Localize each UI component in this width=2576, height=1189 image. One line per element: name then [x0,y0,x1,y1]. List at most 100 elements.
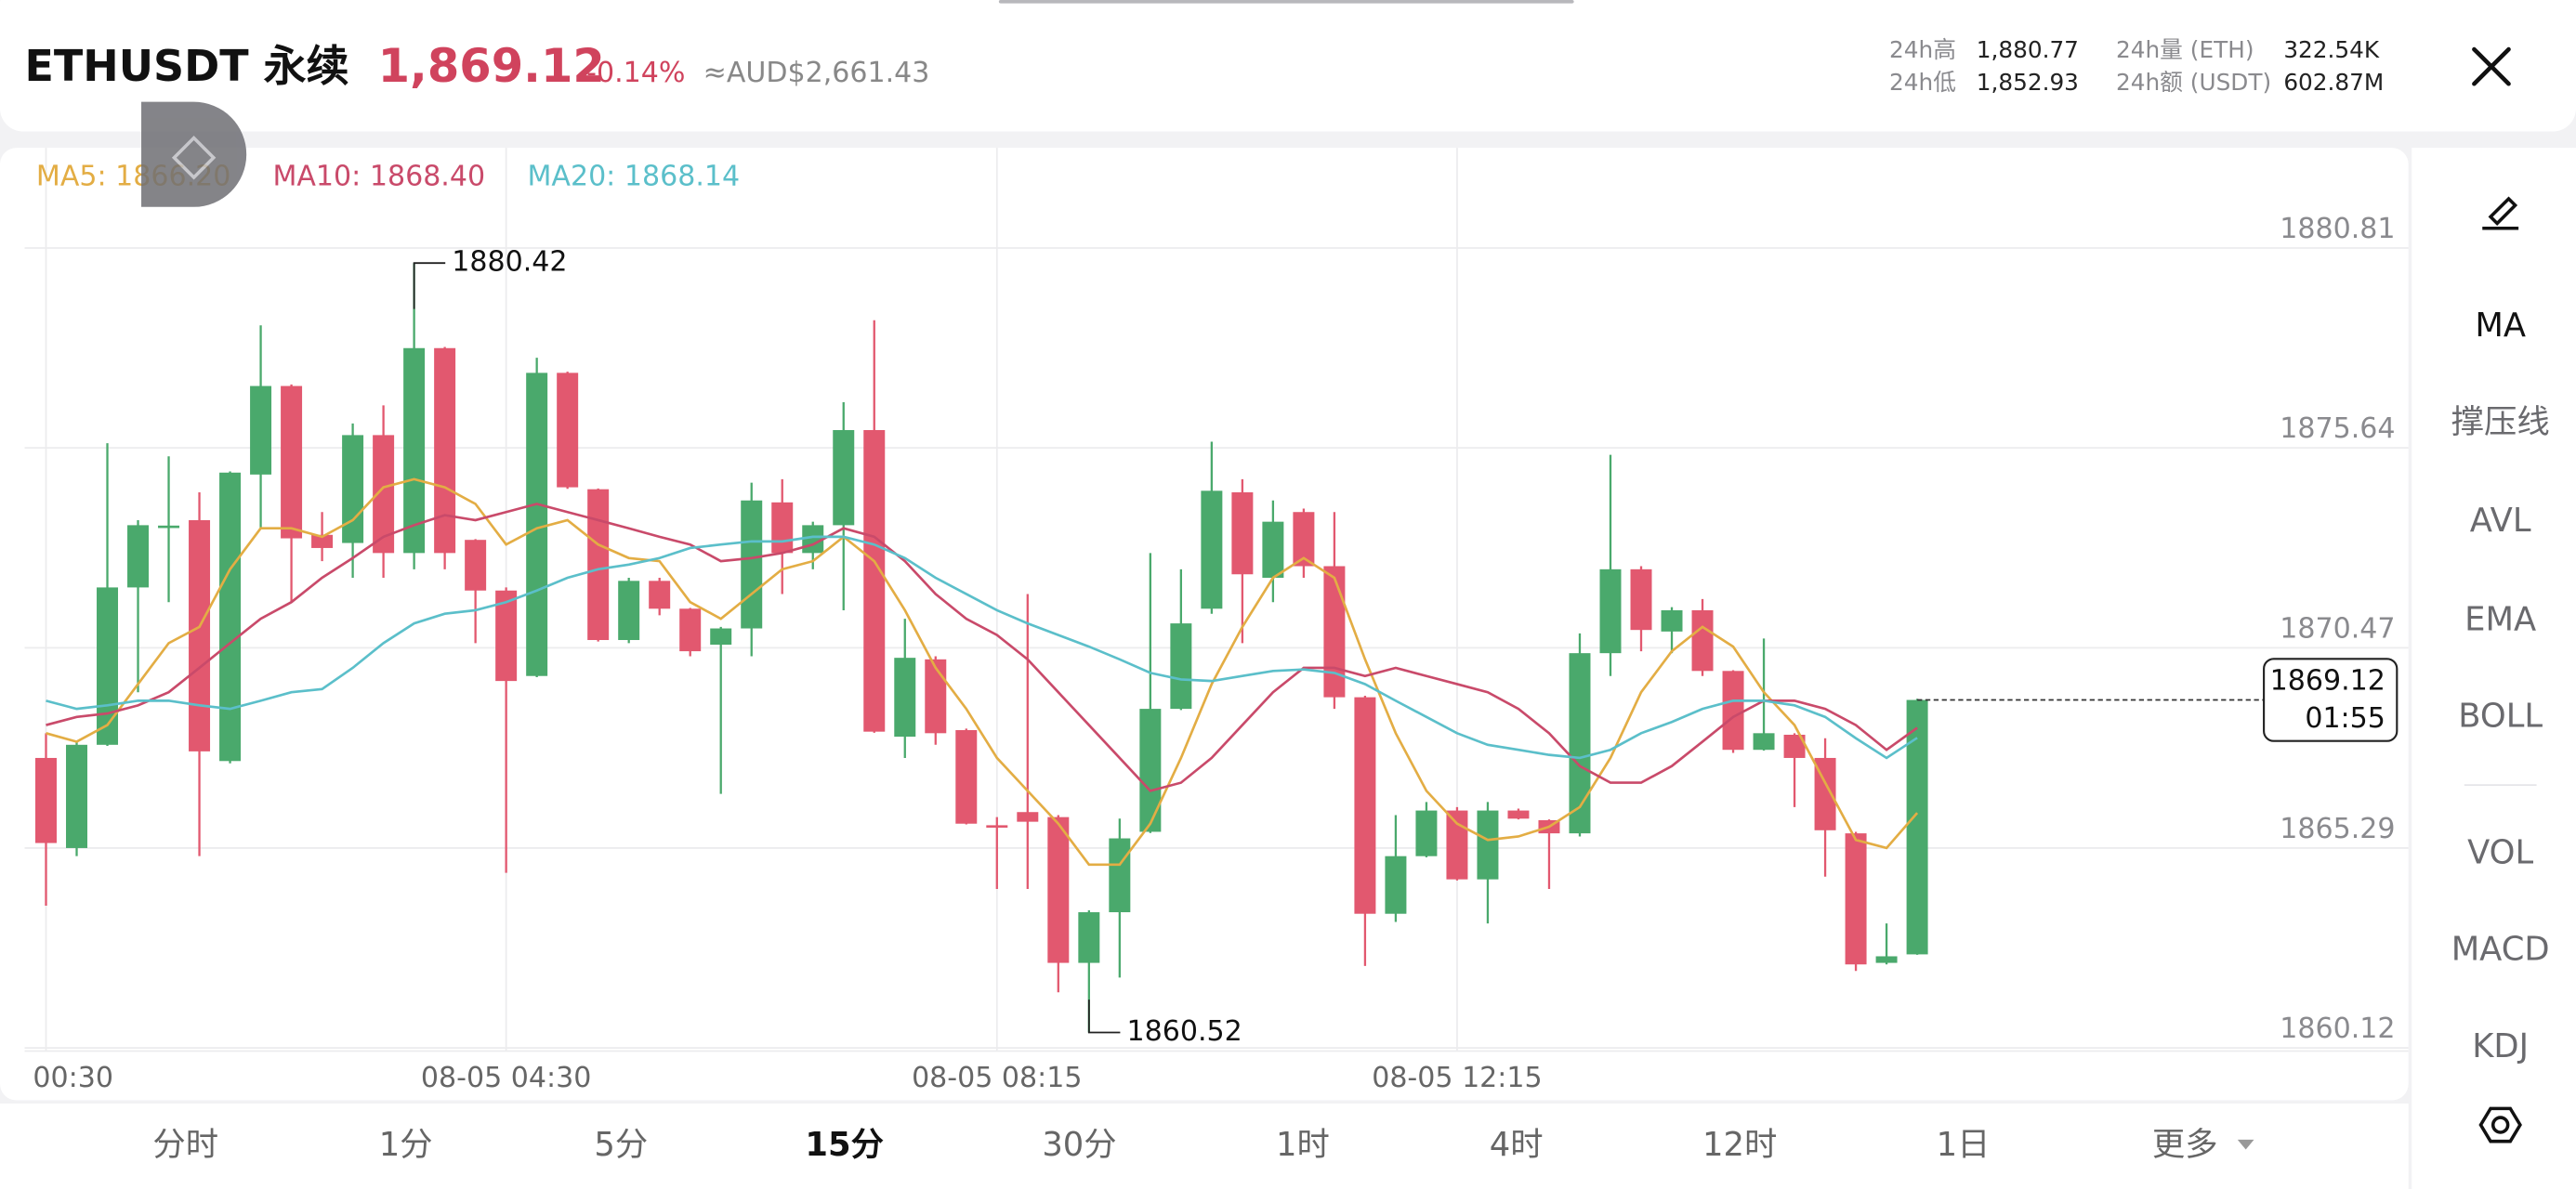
min-pointer [1087,1000,1121,1034]
candle-body [587,489,610,641]
candle-body [1109,838,1131,913]
header-card [0,0,2576,132]
ma-line [46,477,1919,867]
sidebar [2412,148,2576,1189]
indicator-button[interactable]: EMA [2464,600,2536,638]
candle-body [1630,568,1652,631]
candle-body [219,472,242,762]
gear-center [2491,1116,2510,1134]
candle-body [1017,812,1039,822]
indicator-button[interactable]: KDJ [2472,1027,2529,1065]
dropdown-arrow[interactable] [2237,1139,2254,1150]
timeframe-tab[interactable]: 30分 [1042,1126,1116,1164]
candle-body [649,581,671,609]
candle-body [1231,492,1254,575]
timeframe-tab[interactable]: 12时 [1702,1126,1777,1164]
stat-label: 24h高 [1889,36,1956,63]
indicator-button[interactable]: VOL [2467,833,2533,871]
stat-value: 1,852.93 [1977,69,2079,96]
draw-tool[interactable] [2482,196,2519,230]
candle-body [1354,697,1376,914]
candle-body [863,429,886,732]
timeframe-tab[interactable]: 分时 [152,1126,218,1164]
close-button[interactable] [2472,46,2511,86]
candle-body [955,729,978,824]
candle-body [986,825,1008,829]
candle-body [250,385,272,475]
stat-value: 602.87M [2283,69,2384,96]
indicator-list: MA 撑压线 AVL EMA BOLL VOL MACD KDJ [2451,307,2550,1065]
candle-body [1262,521,1284,578]
ma-line [46,503,1918,792]
candle-body [495,590,518,682]
drag-handle[interactable] [998,0,1574,4]
indicator-button[interactable]: AVL [2470,502,2531,540]
candle-body [618,581,640,641]
candle-body [1691,609,1714,672]
indicator-button[interactable]: BOLL [2458,698,2543,736]
candle-body [1385,856,1407,914]
candle-body [1139,709,1162,832]
indicator-button[interactable]: MACD [2451,931,2550,969]
candle-body [97,587,119,745]
candle-body [1783,734,1806,758]
x-tick-label: 08-05 08:15 [912,1062,1082,1094]
change: -0.14% [586,57,685,89]
stat-label: 24h额 (USDT) [2116,69,2271,96]
candle-body [66,744,88,848]
candle-body [434,347,456,554]
legend-entry: MA20: 1868.14 [527,160,740,192]
symbol: ETHUSDT 永续 [25,41,349,91]
candle-body [127,525,150,588]
indicator-button[interactable]: 撑压线 [2451,403,2550,441]
timeframe-tab[interactable]: 5分 [594,1126,648,1164]
candle-body [158,525,180,529]
candle-body [1906,699,1928,955]
candle-body [281,385,303,539]
converted-price: ≈AUD$2,661.43 [703,57,930,89]
timeframe-tab[interactable]: 1日 [1937,1126,1991,1164]
y-tick-label: 1860.12 [2280,1013,2395,1045]
candle-body [1875,956,1898,963]
y-tick-label: 1870.47 [2280,612,2395,645]
timeframe-tab[interactable]: 更多 [2152,1126,2218,1164]
stat-value: 1,880.77 [1977,36,2079,63]
max-pointer [413,262,446,309]
indicator-button[interactable]: MA [2475,307,2526,345]
stat-label: 24h低 [1889,69,1956,96]
candle-body [1323,566,1346,698]
x-tick-label: 08-05 04:30 [421,1062,591,1094]
candle-body [311,534,334,548]
pen-icon [2488,196,2518,226]
candle-body [342,435,364,543]
timeframe-tab[interactable]: 1分 [379,1126,433,1164]
candle-body [1753,733,1775,751]
price-tag-countdown: 01:55 [2305,702,2385,735]
y-tick-label: 1865.29 [2280,813,2395,845]
timeframe-tab[interactable]: 4时 [1490,1126,1544,1164]
stats: 24h高 1,880.77 24h低 1,852.93 24h量 (ETH) 322.54… [1889,36,2384,96]
stat-value: 322.54K [2283,36,2380,63]
x-tick-label: 08-05 12:15 [1372,1062,1542,1094]
candle-body [1599,568,1622,654]
candle-body [1415,810,1438,856]
y-tick-label: 1880.81 [2280,213,2395,245]
watermark-logo [141,101,247,207]
timeframes: 分时 1分 5分 15分 30分 1时 4时 12时 1日 更多 [152,1126,2217,1164]
candle-body [1569,653,1591,834]
candle-body [1477,810,1499,880]
candle-body [189,519,211,751]
candle-body [403,347,426,554]
timeframe-tab[interactable]: 15分 [805,1126,884,1164]
candle-body [1170,623,1192,710]
timeframe-tab[interactable]: 1时 [1276,1126,1330,1164]
candle-body [741,500,763,629]
settings-button[interactable] [2478,1106,2522,1143]
timeframe-bar [0,1104,2409,1189]
candle-body [373,435,395,554]
candle-body [557,372,579,488]
candle-body [1201,490,1223,609]
candle-body [1078,912,1100,963]
